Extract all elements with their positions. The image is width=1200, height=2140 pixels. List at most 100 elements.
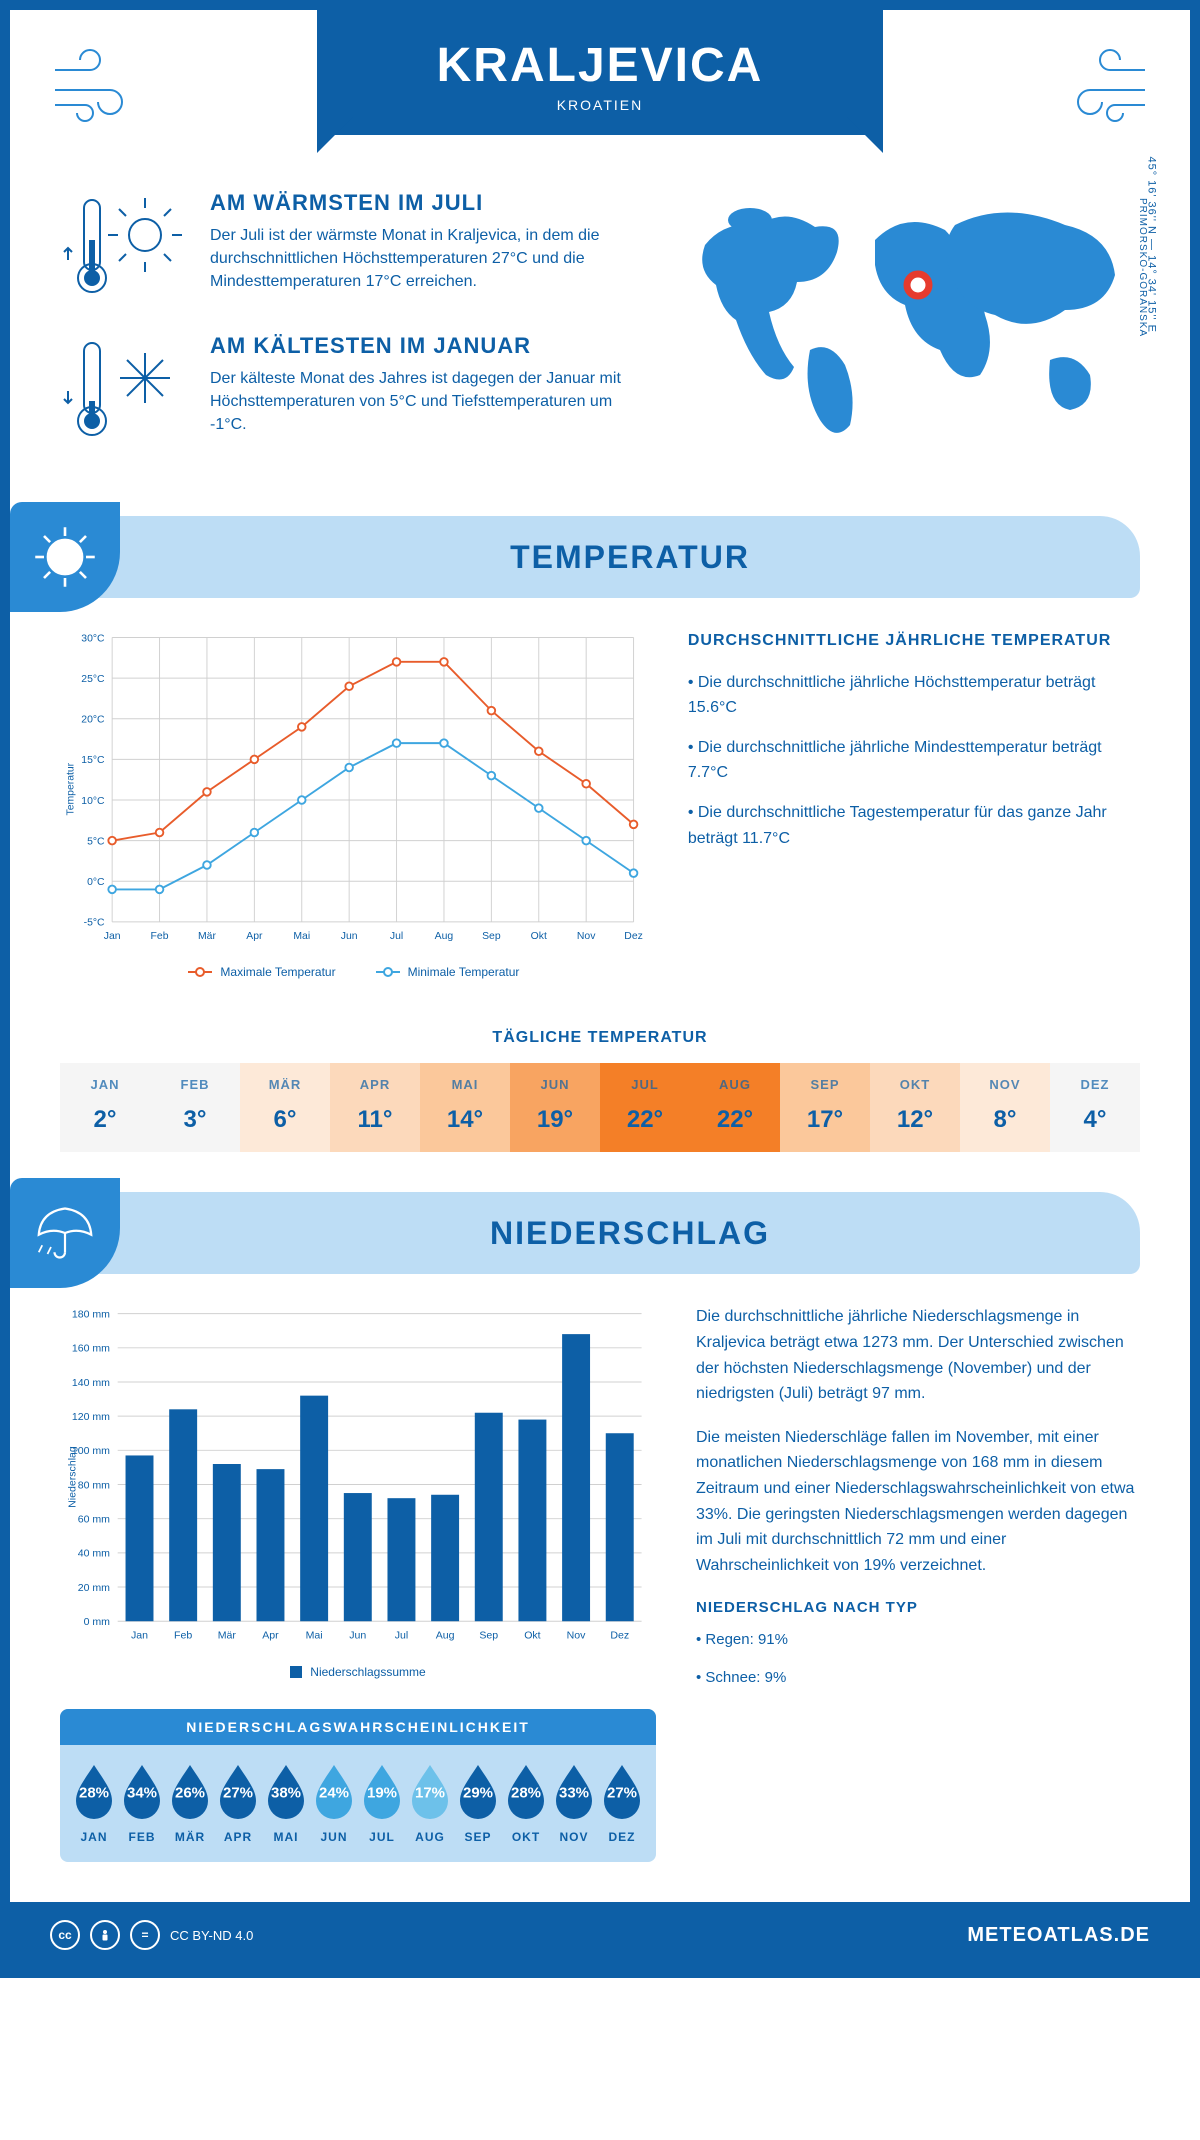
svg-text:-5°C: -5°C [84, 918, 105, 929]
svg-text:Feb: Feb [174, 1630, 192, 1642]
svg-text:Aug: Aug [435, 931, 454, 942]
precip-legend-label: Niederschlagssumme [310, 1665, 425, 1679]
wind-icon [50, 45, 150, 125]
bytype-title: NIEDERSCHLAG NACH TYP [696, 1596, 1140, 1620]
precip-row: 0 mm20 mm40 mm60 mm80 mm100 mm120 mm140 … [10, 1304, 1190, 1882]
brand-label: METEOATLAS.DE [967, 1924, 1150, 1947]
svg-text:60 mm: 60 mm [78, 1514, 110, 1526]
temp-legend: Maximale Temperatur Minimale Temperatur [60, 965, 648, 979]
daily-temp-cell: SEP17° [780, 1063, 870, 1152]
avg-temp-title: DURCHSCHNITTLICHE JÄHRLICHE TEMPERATUR [688, 628, 1140, 654]
probability-drop: 19%JUL [358, 1761, 406, 1844]
svg-text:80 mm: 80 mm [78, 1480, 110, 1492]
precip-probability-box: NIEDERSCHLAGSWAHRSCHEINLICHKEIT 28%JAN34… [60, 1709, 656, 1862]
probability-drop: 28%OKT [502, 1761, 550, 1844]
svg-text:Mär: Mär [198, 931, 216, 942]
probability-title: NIEDERSCHLAGSWAHRSCHEINLICHKEIT [60, 1709, 656, 1745]
probability-drop: 27%DEZ [598, 1761, 646, 1844]
section-header-precip: NIEDERSCHLAG [10, 1192, 1140, 1274]
avg-max-bullet: • Die durchschnittliche jährliche Höchst… [688, 670, 1140, 721]
precip-chart: 0 mm20 mm40 mm60 mm80 mm100 mm120 mm140 … [60, 1304, 656, 1862]
precip-by-type: NIEDERSCHLAG NACH TYP • Regen: 91% • Sch… [696, 1596, 1140, 1690]
fact-coldest: AM KÄLTESTEN IM JANUAR Der kälteste Mona… [60, 333, 650, 448]
probability-drop: 27%APR [214, 1761, 262, 1844]
facts-column: AM WÄRMSTEN IM JULI Der Juli ist der wär… [60, 190, 650, 476]
country-subtitle: KROATIEN [437, 97, 764, 113]
svg-text:25°C: 25°C [81, 674, 105, 685]
svg-text:20 mm: 20 mm [78, 1582, 110, 1594]
svg-text:160 mm: 160 mm [72, 1343, 110, 1355]
daily-temp-cell: FEB3° [150, 1063, 240, 1152]
daily-temp-cell: MÄR6° [240, 1063, 330, 1152]
daily-temp-cell: MAI14° [420, 1063, 510, 1152]
svg-text:Dez: Dez [610, 1630, 629, 1642]
coordinates-label: 45° 16' 36'' N — 14° 34' 15'' E [1146, 156, 1158, 333]
fact-warmest: AM WÄRMSTEN IM JULI Der Juli ist der wär… [60, 190, 650, 305]
thermometer-sun-icon [60, 190, 190, 305]
daily-temp-cell: JUL22° [600, 1063, 690, 1152]
license-block: cc = CC BY-ND 4.0 [50, 1920, 253, 1950]
top-facts-row: AM WÄRMSTEN IM JULI Der Juli ist der wär… [10, 190, 1190, 506]
footer: cc = CC BY-ND 4.0 METEOATLAS.DE [10, 1902, 1190, 1968]
daily-temp-cell: JUN19° [510, 1063, 600, 1152]
svg-text:Temperatur: Temperatur [65, 762, 76, 815]
svg-text:Jun: Jun [341, 931, 358, 942]
svg-text:0°C: 0°C [87, 877, 105, 888]
svg-text:15°C: 15°C [81, 755, 105, 766]
svg-text:5°C: 5°C [87, 836, 105, 847]
temperature-chart: -5°C 0°C 5°C 10°C 15°C 20°C 25°C 30°C Jan Feb Mär A… [60, 628, 648, 979]
cc-icon: cc [50, 1920, 80, 1950]
daily-temp-cell: JAN2° [60, 1063, 150, 1152]
svg-text:Jul: Jul [395, 1630, 409, 1642]
precip-heading: NIEDERSCHLAG [120, 1215, 1140, 1252]
header-banner: KRALJEVICA KROATIEN [10, 10, 1190, 190]
svg-text:30°C: 30°C [81, 633, 105, 644]
svg-text:Okt: Okt [524, 1630, 540, 1642]
precip-summary: Die durchschnittliche jährliche Niedersc… [696, 1304, 1140, 1862]
precip-para2: Die meisten Niederschläge fallen im Nove… [696, 1425, 1140, 1579]
probability-drop: 17%AUG [406, 1761, 454, 1844]
probability-drop: 34%FEB [118, 1761, 166, 1844]
svg-text:Niederschlag: Niederschlag [66, 1446, 78, 1508]
fact-cold-text: Der kälteste Monat des Jahres ist dagege… [210, 367, 650, 437]
section-header-temperature: TEMPERATUR [10, 516, 1140, 598]
umbrella-icon [10, 1178, 120, 1288]
daily-temp-cell: DEZ4° [1050, 1063, 1140, 1152]
svg-text:120 mm: 120 mm [72, 1411, 110, 1423]
svg-text:20°C: 20°C [81, 715, 105, 726]
svg-text:Jan: Jan [104, 931, 121, 942]
probability-drop: 33%NOV [550, 1761, 598, 1844]
wind-icon [1050, 45, 1150, 125]
svg-text:Sep: Sep [479, 1630, 498, 1642]
daily-temp-cell: NOV8° [960, 1063, 1050, 1152]
by-icon [90, 1920, 120, 1950]
legend-max: Maximale Temperatur [220, 965, 335, 979]
svg-text:180 mm: 180 mm [72, 1309, 110, 1321]
avg-day-bullet: • Die durchschnittliche Tagestemperatur … [688, 800, 1140, 851]
probability-drops: 28%JAN34%FEB26%MÄR27%APR38%MAI24%JUN19%J… [60, 1745, 656, 1848]
fact-cold-title: AM KÄLTESTEN IM JANUAR [210, 333, 650, 359]
temperature-heading: TEMPERATUR [120, 539, 1140, 576]
daily-temp-title: TÄGLICHE TEMPERATUR [10, 1029, 1190, 1047]
svg-text:Sep: Sep [482, 931, 501, 942]
svg-text:Okt: Okt [531, 931, 547, 942]
svg-text:Feb: Feb [151, 931, 169, 942]
legend-min: Minimale Temperatur [408, 965, 520, 979]
svg-text:Nov: Nov [577, 931, 596, 942]
bytype-rain: • Regen: 91% [696, 1628, 1140, 1652]
thermometer-snow-icon [60, 333, 190, 448]
svg-text:10°C: 10°C [81, 796, 105, 807]
probability-drop: 24%JUN [310, 1761, 358, 1844]
svg-text:Aug: Aug [436, 1630, 455, 1642]
svg-text:0 mm: 0 mm [84, 1616, 111, 1628]
title-ribbon: KRALJEVICA KROATIEN [317, 10, 884, 135]
precip-legend: Niederschlagssumme [60, 1665, 656, 1679]
svg-text:Jan: Jan [131, 1630, 148, 1642]
svg-text:40 mm: 40 mm [78, 1548, 110, 1560]
avg-min-bullet: • Die durchschnittliche jährliche Mindes… [688, 735, 1140, 786]
probability-drop: 26%MÄR [166, 1761, 214, 1844]
probability-drop: 28%JAN [70, 1761, 118, 1844]
probability-drop: 38%MAI [262, 1761, 310, 1844]
fact-warm-text: Der Juli ist der wärmste Monat in Kralje… [210, 224, 650, 294]
svg-text:Mär: Mär [218, 1630, 237, 1642]
